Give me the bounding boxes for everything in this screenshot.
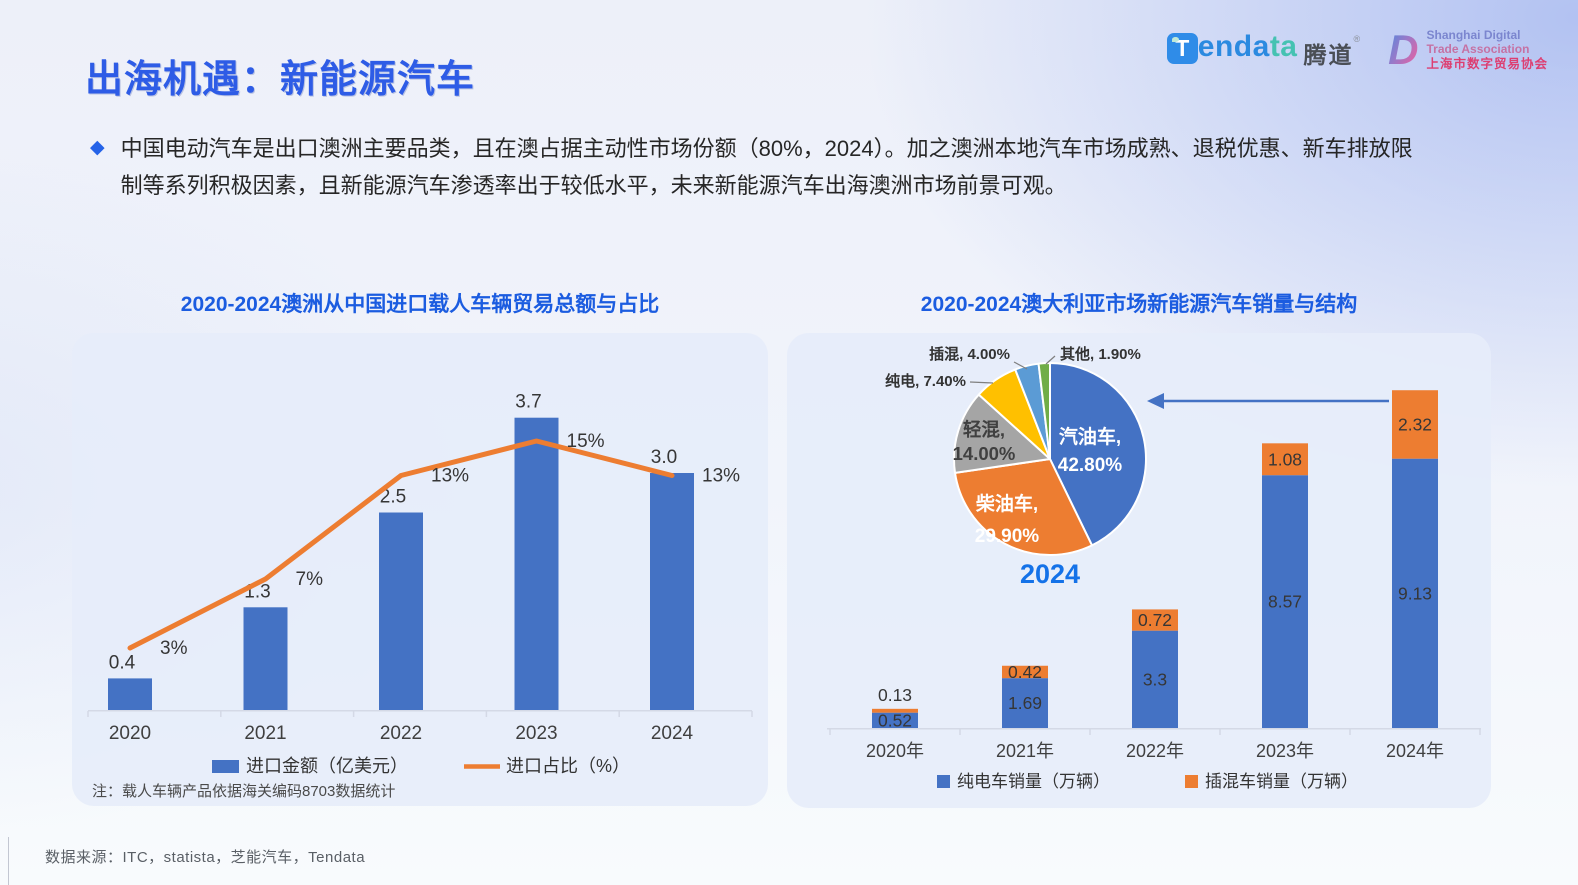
header-logos: T endata 腾道 ® D Shanghai Digital Trade A… — [1166, 28, 1548, 71]
left-chart-title: 2020-2024澳洲从中国进口载人车辆贸易总额与占比 — [180, 293, 660, 316]
sdta-logo-text: Shanghai Digital Trade Association 上海市数字… — [1426, 28, 1548, 71]
svg-text:2022: 2022 — [380, 723, 422, 744]
svg-text:纯电车销量（万辆）: 纯电车销量（万辆） — [957, 772, 1110, 791]
svg-text:29.90%: 29.90% — [975, 526, 1040, 547]
svg-text:3.0: 3.0 — [651, 447, 677, 468]
tendata-logo-text: endata — [1198, 30, 1298, 64]
svg-text:0.42: 0.42 — [1008, 662, 1042, 682]
svg-text:3.7: 3.7 — [515, 392, 541, 413]
right-chart-title: 2020-2024澳大利亚市场新能源汽车销量与结构 — [920, 293, 1358, 316]
tendata-logo-cn: 腾道 — [1303, 41, 1354, 68]
svg-text:轻混,: 轻混, — [963, 419, 1005, 440]
svg-text:3%: 3% — [160, 638, 188, 659]
svg-text:进口占比（%）: 进口占比（%） — [506, 756, 630, 776]
svg-text:14.00%: 14.00% — [953, 443, 1016, 464]
svg-text:9.13: 9.13 — [1398, 583, 1432, 603]
sdta-line2: Trade Association — [1426, 42, 1530, 56]
sdta-logo-d-mark: D — [1388, 25, 1419, 73]
svg-text:0.4: 0.4 — [109, 652, 136, 673]
sdta-logo: D Shanghai Digital Trade Association 上海市… — [1388, 28, 1548, 71]
svg-text:纯电, 7.40%: 纯电, 7.40% — [885, 372, 966, 390]
svg-text:2024: 2024 — [651, 723, 694, 744]
registered-trademark-mark: ® — [1353, 33, 1361, 44]
imports-combo-chart: 0.41.32.53.73.03%7%13%15%13%2020 2021 2022… — [87, 392, 753, 800]
svg-text:2.5: 2.5 — [380, 487, 406, 508]
svg-text:2024: 2024 — [1020, 559, 1080, 589]
svg-text:2022年: 2022年 — [1126, 741, 1184, 761]
svg-text:2024年: 2024年 — [1386, 741, 1444, 761]
svg-text:0.13: 0.13 — [878, 685, 912, 705]
svg-text:15%: 15% — [567, 431, 605, 452]
svg-text:2023: 2023 — [515, 723, 557, 744]
svg-text:1.08: 1.08 — [1268, 449, 1302, 469]
svg-text:柴油车,: 柴油车, — [975, 492, 1038, 515]
page-title: 出海机遇：新能源汽车 — [85, 59, 476, 101]
svg-text:8.57: 8.57 — [1268, 592, 1302, 612]
svg-text:42.80%: 42.80% — [1058, 455, 1123, 476]
svg-text:0.72: 0.72 — [1138, 610, 1172, 630]
svg-text:注：载人车辆产品依据海关编码8703数据统计: 注：载人车辆产品依据海关编码8703数据统计 — [92, 783, 395, 800]
nev-sales-stacked-chart: 0.52 0.13 2020年 1.69 0.42 2021年 3.3 0.72 2022年 8.… — [827, 345, 1481, 791]
left-chart-card: 0.4 1.3 2.5 3.7 3.0 3% 7% 13% 15% 13% 2020 2021 2022… — [72, 333, 768, 806]
sdta-line3: 上海市数字贸易协会 — [1426, 57, 1548, 71]
svg-text:插混车销量（万辆）: 插混车销量（万辆） — [1205, 772, 1358, 791]
svg-text:2021年: 2021年 — [996, 741, 1054, 761]
svg-text:2020年: 2020年 — [866, 741, 924, 761]
tendata-logo-icon: T — [1166, 32, 1198, 64]
diamond-bullet-icon: ◆ — [90, 137, 105, 158]
svg-text:插混, 4.00%: 插混, 4.00% — [929, 345, 1010, 363]
key-point-text: 中国电动汽车是出口澳洲主要品类，且在澳占据主动性市场份额（80%，2024）。加… — [121, 130, 1413, 204]
svg-text:0.52: 0.52 — [878, 710, 912, 730]
right-chart-card: 0.52 0.13 2020年 1.69 0.42 2021年 3.3 0.72 2022年 8.… — [787, 333, 1491, 808]
svg-text:2.32: 2.32 — [1398, 414, 1432, 434]
key-point-line2: 制等系列积极因素，且新能源汽车渗透率出于较低水平，未来新能源汽车出海澳洲市场前景… — [120, 173, 1067, 198]
key-point-line1: 中国电动汽车是出口澳洲主要品类，且在澳占据主动性市场份额（80%，2024）。加… — [120, 136, 1413, 161]
left-edge-divider — [8, 837, 9, 885]
svg-text:2020: 2020 — [109, 723, 151, 744]
svg-text:13%: 13% — [702, 466, 740, 487]
tendata-text-blue: enda — [1197, 29, 1270, 63]
svg-text:汽油车,: 汽油车, — [1059, 425, 1121, 448]
svg-text:1.69: 1.69 — [1008, 693, 1042, 713]
footer-source: 数据来源：ITC，statista，芝能汽车，Tendata — [45, 849, 366, 866]
svg-text:2023年: 2023年 — [1256, 741, 1314, 761]
svg-text:其他, 1.90%: 其他, 1.90% — [1060, 345, 1141, 363]
svg-text:3.3: 3.3 — [1143, 669, 1167, 689]
tendata-text-teal: ta — [1269, 29, 1298, 63]
key-point: ◆ 中国电动汽车是出口澳洲主要品类，且在澳占据主动性市场份额（80%，2024）… — [90, 130, 1510, 204]
sdta-line1: Shanghai Digital — [1426, 28, 1521, 42]
svg-text:7%: 7% — [296, 569, 324, 590]
svg-text:2021: 2021 — [244, 723, 286, 744]
tendata-logo: T endata 腾道 ® — [1166, 30, 1361, 70]
svg-text:13%: 13% — [431, 466, 469, 487]
svg-text:进口金额（亿美元）: 进口金额（亿美元） — [246, 756, 408, 776]
